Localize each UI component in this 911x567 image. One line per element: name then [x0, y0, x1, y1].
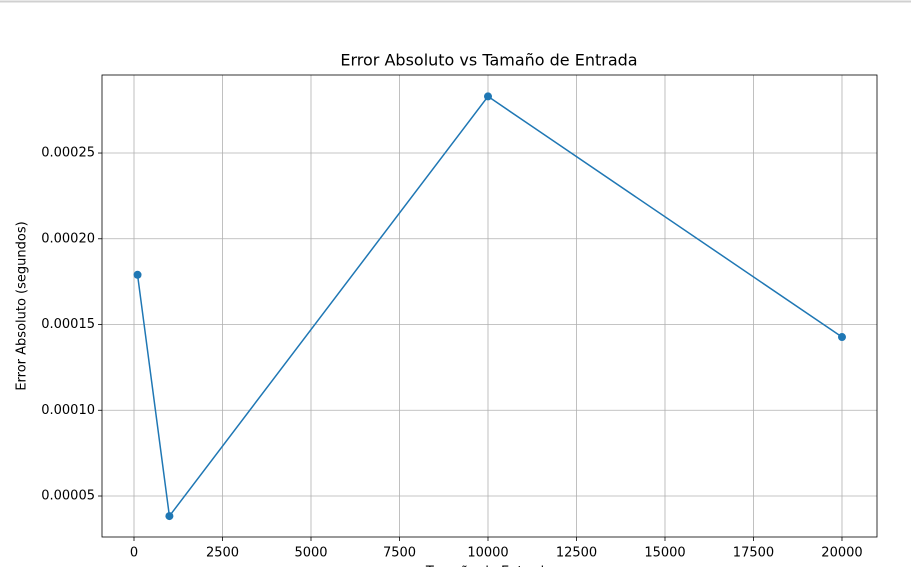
- line: [136, 95, 843, 518]
- x-tick-label: 7500: [383, 546, 416, 561]
- x-tick-label: 2500: [206, 546, 239, 561]
- x-tick-label: 0: [130, 546, 138, 561]
- y-axis-label: Error Absoluto (segundos): [15, 221, 30, 390]
- y-tick-label: 0.00020: [41, 231, 95, 246]
- x-tick-label: 20000: [821, 546, 862, 561]
- x-tick-label: 5000: [294, 546, 327, 561]
- marker: [165, 512, 174, 521]
- x-axis-label: Tamaño de Entrada: [425, 565, 552, 567]
- y-tick-label: 0.00025: [41, 146, 95, 161]
- marker: [837, 333, 846, 342]
- x-tick-label: 17500: [733, 546, 774, 561]
- x-tick-label: 12500: [556, 546, 597, 561]
- y-tick-label: 0.00005: [41, 489, 95, 504]
- marker: [133, 270, 142, 279]
- x-tick-label: 10000: [467, 546, 508, 561]
- chart-title: Error Absoluto vs Tamaño de Entrada: [340, 51, 637, 70]
- x-tick-label: 15000: [644, 546, 685, 561]
- plot-frame: [101, 74, 878, 538]
- y-tick-label: 0.00010: [41, 403, 95, 418]
- y-tick-label: 0.00015: [41, 317, 95, 332]
- marker: [483, 92, 492, 101]
